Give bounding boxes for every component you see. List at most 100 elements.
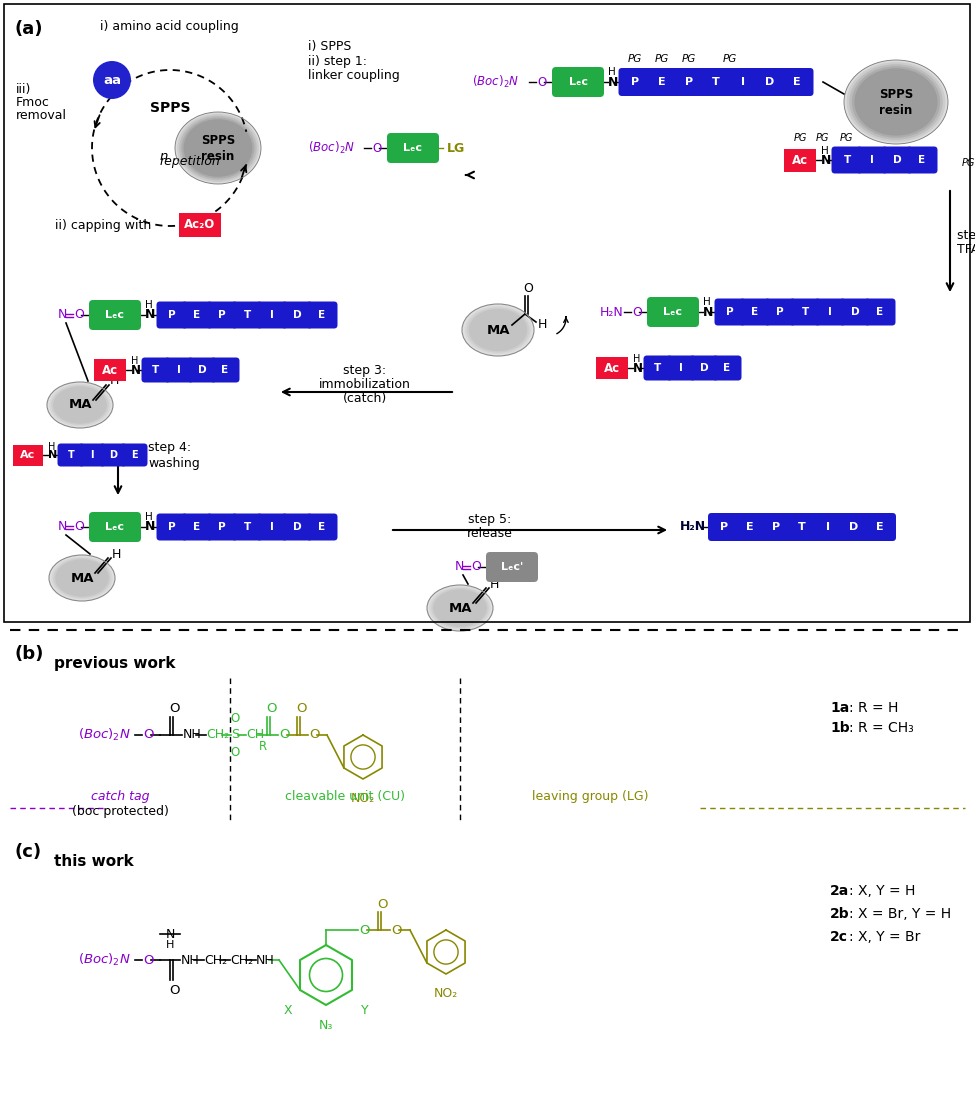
Text: O: O [74,520,84,534]
Text: Ac: Ac [604,362,620,374]
Text: T: T [654,363,662,373]
Text: I: I [741,77,745,87]
Text: P: P [684,77,693,87]
Text: SPPS: SPPS [150,101,190,115]
FancyBboxPatch shape [157,301,187,329]
Text: $(Boc)_2N$: $(Boc)_2N$ [472,74,519,90]
FancyBboxPatch shape [179,213,221,237]
Text: PG: PG [655,54,669,64]
Text: O: O [143,728,153,742]
Text: I: I [828,307,832,317]
Text: T: T [152,365,160,375]
Ellipse shape [50,384,111,426]
Text: this work: this work [54,853,134,869]
FancyBboxPatch shape [13,445,43,466]
Text: Fmoc: Fmoc [16,96,50,108]
Text: Lₑᴄ': Lₑᴄ' [501,562,524,572]
FancyBboxPatch shape [79,444,105,466]
Text: T: T [712,77,720,87]
Text: Y: Y [361,1004,369,1017]
Text: E: E [319,523,326,532]
Text: D: D [849,523,859,532]
Text: step 2:: step 2: [957,228,975,241]
Text: O: O [266,702,277,714]
FancyBboxPatch shape [814,299,845,325]
FancyBboxPatch shape [667,355,695,381]
Text: (c): (c) [14,844,41,861]
Text: : R = CH₃: : R = CH₃ [849,721,914,735]
FancyBboxPatch shape [157,514,187,540]
Text: Ac: Ac [102,363,118,376]
Text: P: P [218,523,226,532]
Text: N: N [455,560,464,573]
Text: CH₂: CH₂ [230,953,254,966]
FancyBboxPatch shape [907,146,938,174]
Text: H: H [608,68,616,77]
Text: O: O [230,712,239,724]
Text: O: O [74,309,84,321]
Text: P: P [776,307,784,317]
Text: T: T [244,310,251,320]
Ellipse shape [177,114,258,183]
Text: step 5:: step 5: [468,513,512,526]
FancyBboxPatch shape [865,299,895,325]
Text: O: O [230,745,239,758]
FancyBboxPatch shape [838,513,870,541]
Text: I: I [870,155,874,165]
Text: O: O [169,983,179,996]
Ellipse shape [849,64,943,139]
Text: O: O [523,281,533,294]
Text: step 4:: step 4: [148,442,191,455]
FancyBboxPatch shape [306,514,337,540]
FancyBboxPatch shape [596,356,628,379]
FancyBboxPatch shape [282,301,313,329]
Ellipse shape [181,117,254,178]
Text: O: O [143,953,153,966]
Text: PG: PG [815,133,829,143]
FancyBboxPatch shape [387,133,439,163]
FancyBboxPatch shape [760,513,792,541]
Text: MA: MA [68,399,92,412]
Text: T: T [67,451,74,461]
Text: i) amino acid coupling: i) amino acid coupling [100,20,239,33]
FancyBboxPatch shape [881,146,913,174]
Ellipse shape [56,559,109,597]
Ellipse shape [50,556,115,601]
Text: E: E [877,307,883,317]
Text: N: N [703,306,714,319]
Text: E: E [746,523,754,532]
Text: D: D [700,363,708,373]
Ellipse shape [852,66,940,137]
Text: D: D [850,307,859,317]
Text: NO₂: NO₂ [434,987,458,1000]
Text: (b): (b) [14,645,43,663]
Text: SPPS
resin: SPPS resin [201,134,235,163]
Text: Ac₂O: Ac₂O [184,218,215,231]
Text: H: H [48,442,56,452]
FancyBboxPatch shape [256,514,288,540]
FancyBboxPatch shape [94,359,126,381]
Text: SPPS
resin: SPPS resin [878,87,914,116]
Text: E: E [193,310,201,320]
Text: O: O [309,728,320,742]
Text: H: H [166,940,175,950]
Text: $(Boc)_2N$: $(Boc)_2N$ [78,952,131,968]
Ellipse shape [464,306,531,354]
FancyBboxPatch shape [207,301,238,329]
Text: ii) step 1:: ii) step 1: [308,55,367,68]
FancyBboxPatch shape [764,299,796,325]
Text: $(Boc)_2N$: $(Boc)_2N$ [308,139,355,156]
Ellipse shape [54,386,106,424]
Text: PG: PG [962,158,975,168]
Text: O: O [279,728,290,742]
Text: Lₑᴄ: Lₑᴄ [568,77,588,87]
Text: T: T [244,523,251,532]
FancyBboxPatch shape [231,301,262,329]
Text: TFA-cleavage: TFA-cleavage [957,244,975,257]
Text: N: N [48,451,58,461]
Text: N: N [145,520,155,534]
Ellipse shape [427,586,492,631]
Text: H: H [112,548,121,560]
Text: D: D [292,523,301,532]
FancyBboxPatch shape [99,444,127,466]
